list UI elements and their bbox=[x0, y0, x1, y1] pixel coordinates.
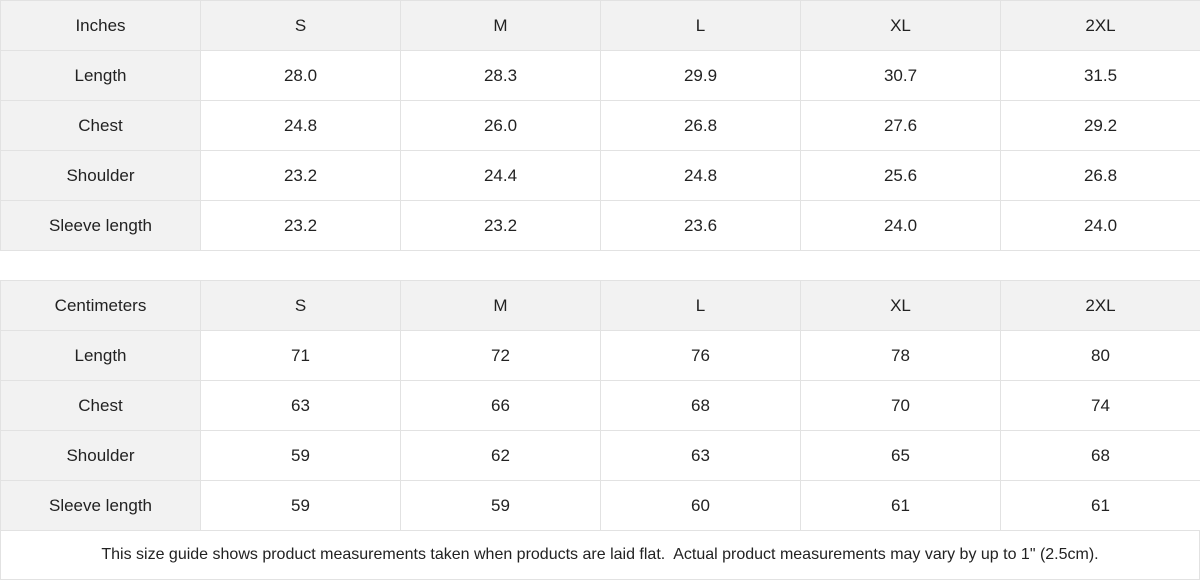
cell: 30.7 bbox=[800, 50, 1001, 101]
row-label: Length bbox=[0, 330, 201, 381]
cell: 78 bbox=[800, 330, 1001, 381]
cell: 26.8 bbox=[1000, 150, 1200, 201]
header-cell: L bbox=[600, 280, 801, 331]
row-label: Sleeve length bbox=[0, 200, 201, 251]
cell: 74 bbox=[1000, 380, 1200, 431]
cell: 68 bbox=[600, 380, 801, 431]
cell: 68 bbox=[1000, 430, 1200, 481]
cell: 72 bbox=[400, 330, 601, 381]
cell: 61 bbox=[1000, 480, 1200, 531]
cell: 59 bbox=[200, 430, 401, 481]
cell: 29.9 bbox=[600, 50, 801, 101]
header-cell: XL bbox=[800, 0, 1001, 51]
header-cell: Centimeters bbox=[0, 280, 201, 331]
header-cell: 2XL bbox=[1000, 0, 1200, 51]
cell: 63 bbox=[600, 430, 801, 481]
cell: 23.2 bbox=[200, 150, 401, 201]
cell: 24.0 bbox=[1000, 200, 1200, 251]
cell: 26.0 bbox=[400, 100, 601, 151]
row-label: Chest bbox=[0, 380, 201, 431]
cell: 61 bbox=[800, 480, 1001, 531]
cell: 26.8 bbox=[600, 100, 801, 151]
note: This size guide shows product measuremen… bbox=[0, 530, 1200, 580]
cell: 63 bbox=[200, 380, 401, 431]
cell: 66 bbox=[400, 380, 601, 431]
cell: 80 bbox=[1000, 330, 1200, 381]
cell: 24.8 bbox=[200, 100, 401, 151]
cell: 24.0 bbox=[800, 200, 1001, 251]
cell: 27.6 bbox=[800, 100, 1001, 151]
row-label: Shoulder bbox=[0, 150, 201, 201]
cell: 70 bbox=[800, 380, 1001, 431]
row-label: Shoulder bbox=[0, 430, 201, 481]
cell: 59 bbox=[400, 480, 601, 531]
header-cell: S bbox=[200, 0, 401, 51]
cell: 23.2 bbox=[200, 200, 401, 251]
cell: 62 bbox=[400, 430, 601, 481]
cell: 29.2 bbox=[1000, 100, 1200, 151]
header-cell: Inches bbox=[0, 0, 201, 51]
row-label: Sleeve length bbox=[0, 480, 201, 531]
header-cell: L bbox=[600, 0, 801, 51]
cell: 24.4 bbox=[400, 150, 601, 201]
cell: 65 bbox=[800, 430, 1001, 481]
cell: 28.0 bbox=[200, 50, 401, 101]
cell: 31.5 bbox=[1000, 50, 1200, 101]
row-label: Length bbox=[0, 50, 201, 101]
cell: 60 bbox=[600, 480, 801, 531]
header-cell: M bbox=[400, 280, 601, 331]
cell: 24.8 bbox=[600, 150, 801, 201]
cell: 25.6 bbox=[800, 150, 1001, 201]
cell: 23.2 bbox=[400, 200, 601, 251]
header-cell: S bbox=[200, 280, 401, 331]
cell: 23.6 bbox=[600, 200, 801, 251]
header-cell: XL bbox=[800, 280, 1001, 331]
header-cell: M bbox=[400, 0, 601, 51]
cell: 76 bbox=[600, 330, 801, 381]
row-label: Chest bbox=[0, 100, 201, 151]
header-cell: 2XL bbox=[1000, 280, 1200, 331]
cell: 59 bbox=[200, 480, 401, 531]
cell: 71 bbox=[200, 330, 401, 381]
cell: 28.3 bbox=[400, 50, 601, 101]
